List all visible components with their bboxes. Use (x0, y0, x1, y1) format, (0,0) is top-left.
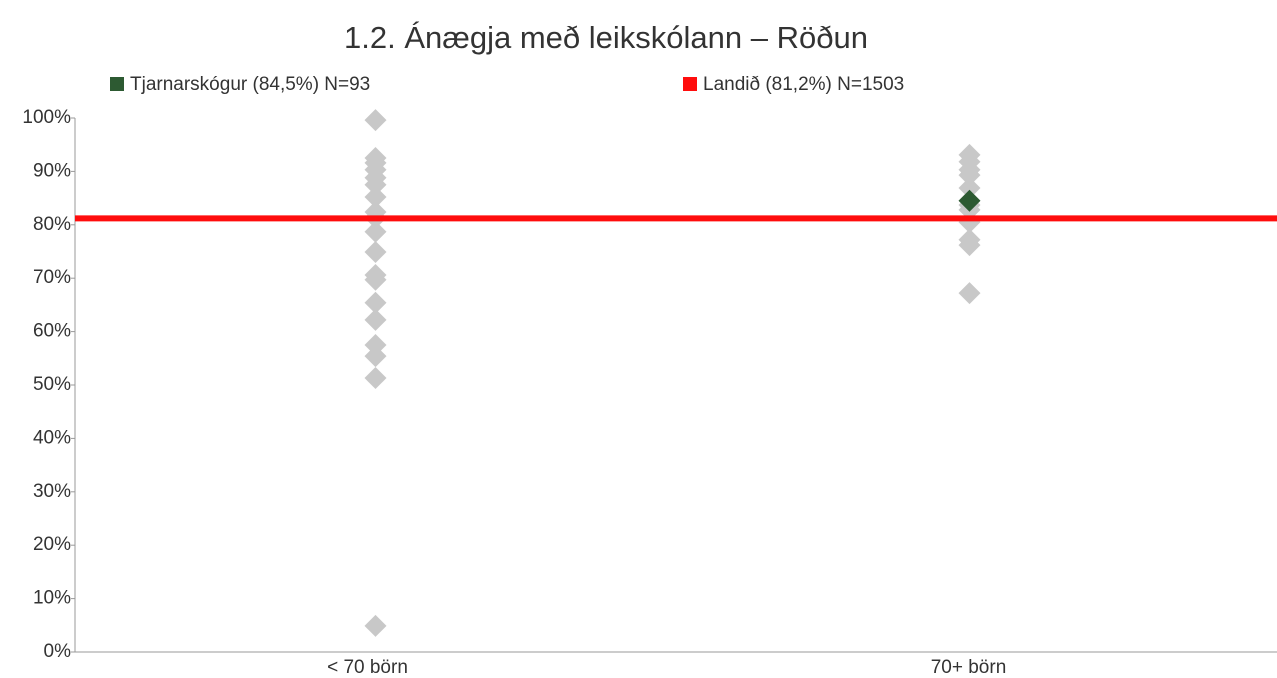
point (958, 164, 981, 187)
legend-swatch (683, 77, 697, 91)
y-tick-label: 40% (33, 427, 71, 448)
y-tick-label: 60% (33, 321, 71, 342)
point (364, 220, 387, 243)
point (364, 109, 387, 132)
chart-title: 1.2. Ánægja með leikskólann – Röðun (344, 20, 868, 55)
x-tick-label: 70+ börn (931, 657, 1007, 678)
y-tick-label: 50% (33, 374, 71, 395)
point (958, 282, 981, 305)
y-tick-label: 20% (33, 534, 71, 555)
point (364, 614, 387, 637)
point (958, 176, 981, 199)
legend-swatch (110, 77, 124, 91)
point (364, 186, 387, 209)
point (958, 189, 981, 212)
y-tick-label: 90% (33, 160, 71, 181)
y-tick-label: 10% (33, 588, 71, 609)
point (364, 308, 387, 331)
point (364, 173, 387, 196)
point (364, 345, 387, 368)
point (364, 241, 387, 264)
y-tick-label: 80% (33, 214, 71, 235)
y-tick-label: 100% (22, 107, 71, 128)
point (364, 367, 387, 390)
point (364, 268, 387, 291)
y-tick-label: 30% (33, 481, 71, 502)
x-tick-label: < 70 börn (327, 657, 408, 678)
legend-label: Tjarnarskógur (84,5%) N=93 (130, 74, 370, 95)
y-tick-label: 0% (44, 641, 72, 662)
point (364, 333, 387, 356)
legend-label: Landið (81,2%) N=1503 (703, 74, 904, 95)
point (958, 234, 981, 257)
point (364, 291, 387, 314)
y-tick-label: 70% (33, 267, 71, 288)
